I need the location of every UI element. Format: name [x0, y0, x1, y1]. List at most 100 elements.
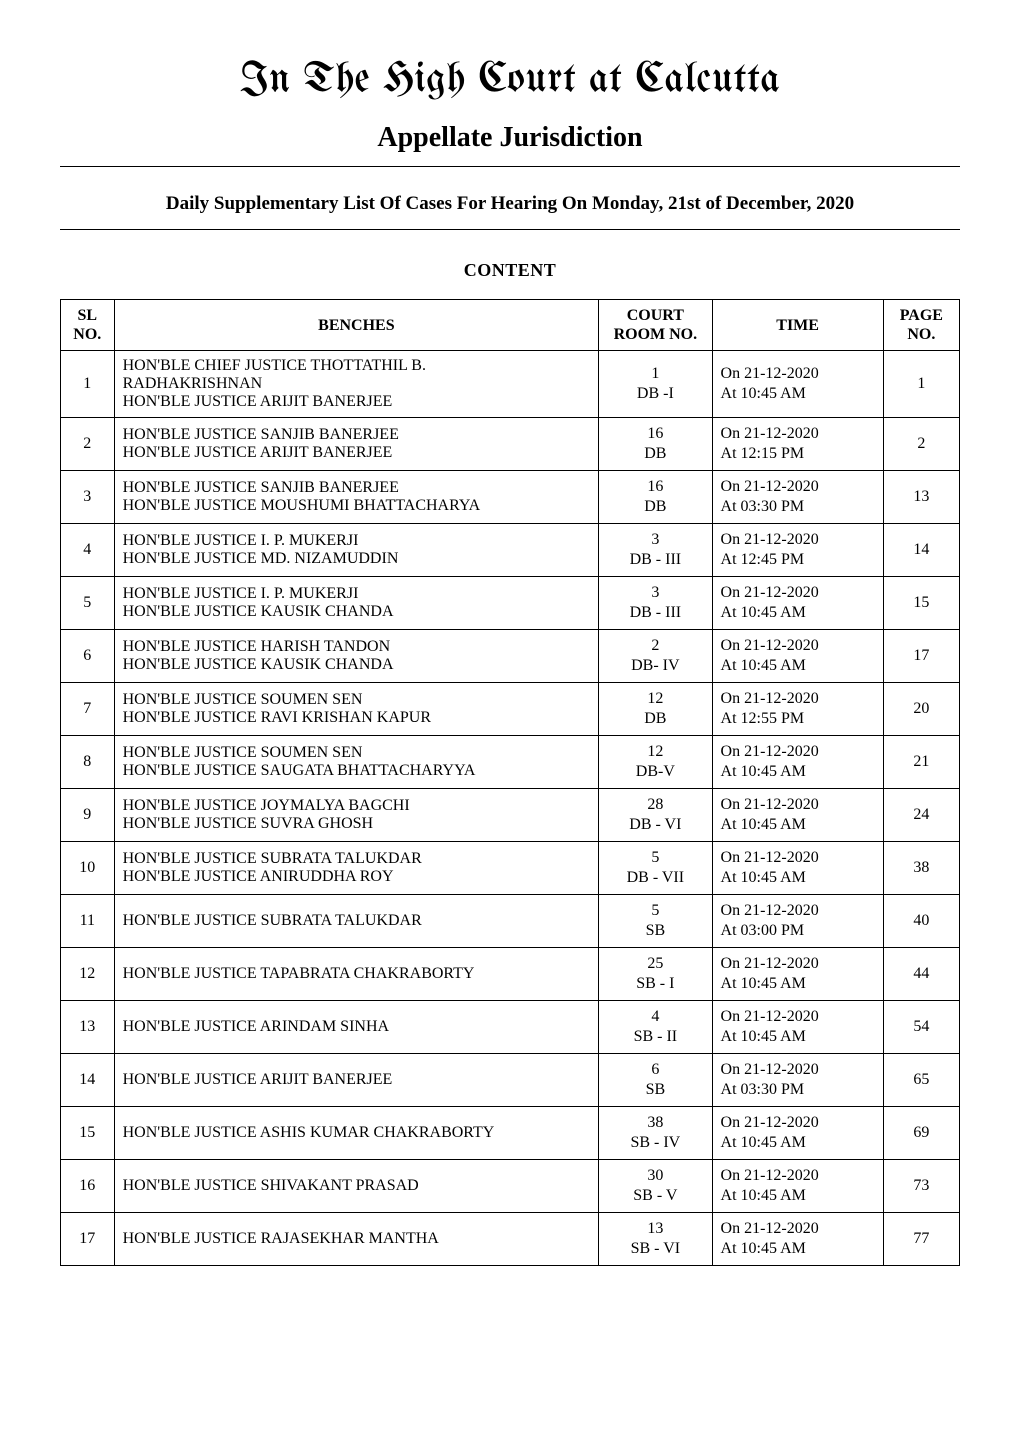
- col-header-room-l1: COURT: [627, 307, 684, 324]
- table-row: 15HON'BLE JUSTICE ASHIS KUMAR CHAKRABORT…: [61, 1107, 960, 1160]
- cell-sl-no: 5: [61, 577, 115, 630]
- time-hour: At 10:45 AM: [721, 656, 875, 676]
- bench-line: HON'BLE JUSTICE SANJIB BANERJEE: [123, 479, 399, 496]
- court-title: In The High Court at Calcutta: [60, 58, 960, 102]
- room-label: DB - VII: [607, 868, 703, 888]
- cell-court-room: 6SB: [599, 1054, 712, 1107]
- cell-time: On 21-12-2020At 03:30 PM: [712, 1054, 883, 1107]
- cell-sl-no: 7: [61, 683, 115, 736]
- cell-court-room: 4SB - II: [599, 1001, 712, 1054]
- time-date: On 21-12-2020: [721, 1060, 875, 1080]
- cell-sl-no: 15: [61, 1107, 115, 1160]
- time-date: On 21-12-2020: [721, 583, 875, 603]
- cases-table: SL NO. BENCHES COURT ROOM NO. TIME PAGE …: [60, 299, 960, 1266]
- room-number: 16: [607, 477, 703, 497]
- cell-page-no: 14: [883, 524, 959, 577]
- time-date: On 21-12-2020: [721, 1007, 875, 1027]
- cell-sl-no: 10: [61, 842, 115, 895]
- bench-line: HON'BLE JUSTICE SANJIB BANERJEE: [123, 426, 399, 443]
- table-row: 14HON'BLE JUSTICE ARIJIT BANERJEE6SBOn 2…: [61, 1054, 960, 1107]
- room-number: 12: [607, 689, 703, 709]
- bench-line: HON'BLE JUSTICE SHIVAKANT PRASAD: [123, 1177, 419, 1194]
- time-date: On 21-12-2020: [721, 1166, 875, 1186]
- bench-line: HON'BLE JUSTICE HARISH TANDON: [123, 638, 391, 655]
- col-header-page-l2: NO.: [907, 326, 935, 343]
- cell-sl-no: 16: [61, 1160, 115, 1213]
- room-label: DB - III: [607, 603, 703, 623]
- bench-line: HON'BLE JUSTICE I. P. MUKERJI: [123, 585, 359, 602]
- room-number: 3: [607, 530, 703, 550]
- table-row: 9HON'BLE JUSTICE JOYMALYA BAGCHIHON'BLE …: [61, 789, 960, 842]
- time-hour: At 10:45 AM: [721, 603, 875, 623]
- time-hour: At 03:30 PM: [721, 1080, 875, 1100]
- cell-court-room: 16DB: [599, 471, 712, 524]
- col-header-page: PAGE NO.: [883, 300, 959, 351]
- cell-page-no: 44: [883, 948, 959, 1001]
- cell-page-no: 65: [883, 1054, 959, 1107]
- time-date: On 21-12-2020: [721, 1219, 875, 1239]
- bench-line: HON'BLE JUSTICE TAPABRATA CHAKRABORTY: [123, 965, 475, 982]
- time-hour: At 03:00 PM: [721, 921, 875, 941]
- col-header-room: COURT ROOM NO.: [599, 300, 712, 351]
- cell-time: On 21-12-2020At 10:45 AM: [712, 1160, 883, 1213]
- time-date: On 21-12-2020: [721, 954, 875, 974]
- cell-time: On 21-12-2020At 10:45 AM: [712, 1001, 883, 1054]
- room-number: 6: [607, 1060, 703, 1080]
- col-header-benches: BENCHES: [114, 300, 599, 351]
- time-date: On 21-12-2020: [721, 424, 875, 444]
- cell-page-no: 73: [883, 1160, 959, 1213]
- room-label: SB: [607, 1080, 703, 1100]
- table-row: 8HON'BLE JUSTICE SOUMEN SENHON'BLE JUSTI…: [61, 736, 960, 789]
- cell-time: On 21-12-2020At 10:45 AM: [712, 577, 883, 630]
- cell-benches: HON'BLE JUSTICE SOUMEN SENHON'BLE JUSTIC…: [114, 736, 599, 789]
- cell-time: On 21-12-2020At 10:45 AM: [712, 1213, 883, 1266]
- cell-benches: HON'BLE JUSTICE I. P. MUKERJIHON'BLE JUS…: [114, 524, 599, 577]
- cell-time: On 21-12-2020At 12:45 PM: [712, 524, 883, 577]
- cell-time: On 21-12-2020At 10:45 AM: [712, 948, 883, 1001]
- time-hour: At 12:45 PM: [721, 550, 875, 570]
- time-hour: At 03:30 PM: [721, 497, 875, 517]
- room-label: SB - VI: [607, 1239, 703, 1259]
- bench-line: HON'BLE JUSTICE SOUMEN SEN: [123, 744, 363, 761]
- room-label: DB: [607, 709, 703, 729]
- bench-line: RADHAKRISHNAN: [123, 375, 263, 392]
- room-number: 28: [607, 795, 703, 815]
- time-hour: At 10:45 AM: [721, 1186, 875, 1206]
- table-body: 1HON'BLE CHIEF JUSTICE THOTTATHIL B.RADH…: [61, 351, 960, 1266]
- room-label: SB - IV: [607, 1133, 703, 1153]
- room-number: 4: [607, 1007, 703, 1027]
- cell-page-no: 15: [883, 577, 959, 630]
- cell-time: On 21-12-2020At 03:00 PM: [712, 895, 883, 948]
- time-hour: At 10:45 AM: [721, 1027, 875, 1047]
- content-heading: CONTENT: [60, 260, 960, 281]
- time-hour: At 10:45 AM: [721, 974, 875, 994]
- table-row: 7HON'BLE JUSTICE SOUMEN SENHON'BLE JUSTI…: [61, 683, 960, 736]
- room-label: DB: [607, 444, 703, 464]
- time-date: On 21-12-2020: [721, 901, 875, 921]
- cell-sl-no: 13: [61, 1001, 115, 1054]
- cell-time: On 21-12-2020At 10:45 AM: [712, 351, 883, 418]
- bench-line: HON'BLE JUSTICE SUVRA GHOSH: [123, 815, 373, 832]
- cell-sl-no: 3: [61, 471, 115, 524]
- cell-court-room: 1DB -I: [599, 351, 712, 418]
- bench-line: HON'BLE JUSTICE JOYMALYA BAGCHI: [123, 797, 410, 814]
- cell-benches: HON'BLE JUSTICE SOUMEN SENHON'BLE JUSTIC…: [114, 683, 599, 736]
- table-row: 6HON'BLE JUSTICE HARISH TANDONHON'BLE JU…: [61, 630, 960, 683]
- time-date: On 21-12-2020: [721, 742, 875, 762]
- cell-page-no: 38: [883, 842, 959, 895]
- room-number: 38: [607, 1113, 703, 1133]
- table-row: 13HON'BLE JUSTICE ARINDAM SINHA4SB - IIO…: [61, 1001, 960, 1054]
- cell-benches: HON'BLE JUSTICE HARISH TANDONHON'BLE JUS…: [114, 630, 599, 683]
- cell-page-no: 54: [883, 1001, 959, 1054]
- bench-line: HON'BLE JUSTICE KAUSIK CHANDA: [123, 603, 394, 620]
- time-date: On 21-12-2020: [721, 636, 875, 656]
- cell-benches: HON'BLE JUSTICE SANJIB BANERJEEHON'BLE J…: [114, 471, 599, 524]
- bench-line: HON'BLE JUSTICE I. P. MUKERJI: [123, 532, 359, 549]
- table-row: 2HON'BLE JUSTICE SANJIB BANERJEEHON'BLE …: [61, 418, 960, 471]
- cell-court-room: 30SB - V: [599, 1160, 712, 1213]
- cell-court-room: 25SB - I: [599, 948, 712, 1001]
- time-hour: At 10:45 AM: [721, 384, 875, 404]
- table-row: 12HON'BLE JUSTICE TAPABRATA CHAKRABORTY2…: [61, 948, 960, 1001]
- cell-benches: HON'BLE JUSTICE SANJIB BANERJEEHON'BLE J…: [114, 418, 599, 471]
- cell-benches: HON'BLE JUSTICE TAPABRATA CHAKRABORTY: [114, 948, 599, 1001]
